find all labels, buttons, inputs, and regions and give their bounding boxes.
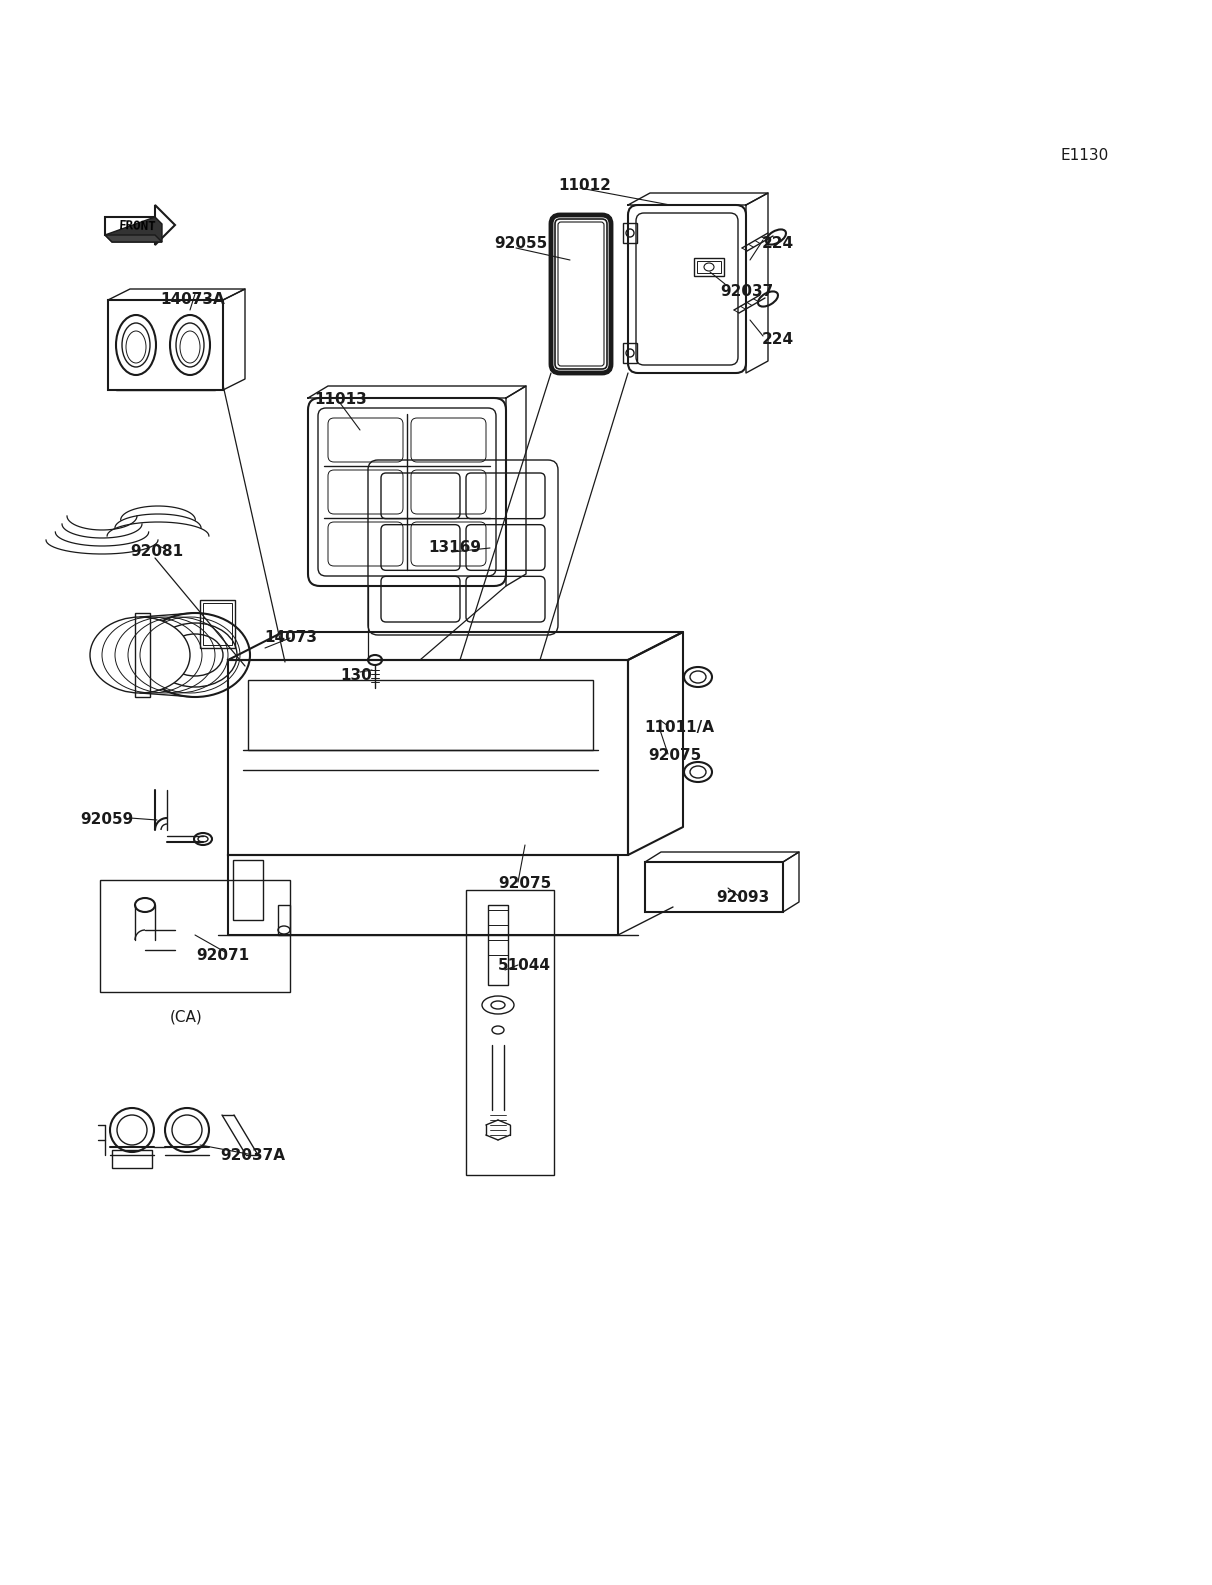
Text: 130: 130 [341,667,372,683]
Bar [101,880,290,992]
Bar [694,258,724,276]
Bar [233,861,263,919]
Text: 92075: 92075 [498,877,551,891]
Ellipse shape [684,762,711,781]
Text: 224: 224 [762,331,794,347]
Text: 13169: 13169 [428,540,481,555]
Bar [465,891,554,1174]
Bar [228,659,628,854]
Ellipse shape [116,315,156,376]
Bar [248,680,593,750]
Bar [623,223,638,243]
Bar [645,862,783,911]
Ellipse shape [170,315,210,376]
Text: 92037A: 92037A [221,1148,285,1163]
Text: 92081: 92081 [130,544,183,560]
Text: (CA): (CA) [170,1010,202,1025]
Bar [488,905,508,984]
Text: 51044: 51044 [498,957,551,973]
Text: 14073: 14073 [264,629,318,645]
Text: 11013: 11013 [314,391,367,407]
Ellipse shape [141,613,250,697]
Text: 92071: 92071 [196,948,250,964]
Text: 92093: 92093 [716,891,770,905]
Polygon shape [105,217,162,243]
Text: 92059: 92059 [80,812,133,827]
Ellipse shape [90,617,190,693]
Text: FRONT: FRONT [119,219,158,233]
Bar [108,300,223,390]
Polygon shape [105,235,162,243]
Bar [697,262,721,273]
Text: 11011/A: 11011/A [644,720,714,735]
Text: 92075: 92075 [648,748,702,762]
Polygon shape [105,204,175,246]
Bar [202,602,231,645]
Bar [278,905,290,935]
Ellipse shape [194,834,212,845]
Bar [135,613,150,697]
Text: E1130: E1130 [1060,147,1108,163]
Text: 11012: 11012 [558,178,611,193]
Bar [200,601,235,648]
Bar [623,342,638,363]
Text: 92037: 92037 [720,284,773,300]
Text: 14073A: 14073A [160,292,224,307]
Text: 92055: 92055 [494,236,548,250]
Text: 224: 224 [762,236,794,250]
Bar [112,1151,152,1168]
Ellipse shape [684,667,711,686]
